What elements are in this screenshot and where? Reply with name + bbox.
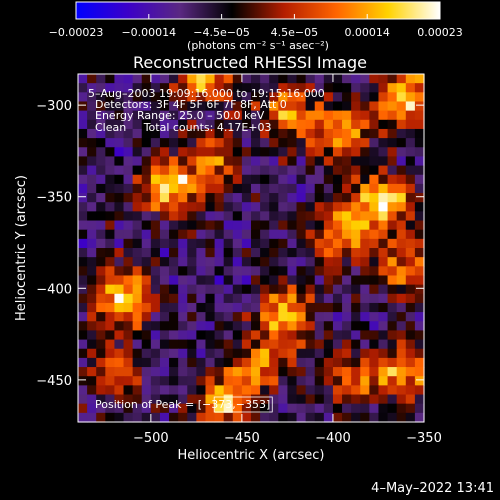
y-tick-label: −300: [36, 99, 72, 114]
chart-title: Reconstructed RHESSI Image: [133, 53, 367, 72]
peak-position-label: Position of Peak = [−373,−353]: [95, 398, 270, 411]
x-tick-label: −500: [133, 431, 169, 446]
colorbar-tick-label: −0.00014: [121, 26, 176, 39]
colorbar: [75, 1, 441, 20]
y-tick-label: −450: [36, 374, 72, 389]
x-tick-label: −450: [224, 431, 260, 446]
x-tick-label: −400: [315, 431, 351, 446]
colorbar-tick-label: 0.00014: [344, 26, 390, 39]
colorbar-tick-label: 4.5e−05: [271, 26, 318, 39]
x-axis-ticks: −500 −450 −400 −350: [133, 74, 442, 446]
y-axis-ticks: −450 −400 −350 −300: [36, 99, 424, 389]
annotation-clean-counts: Clean Total counts: 4.17E+03: [95, 121, 272, 134]
annotation-energy-range: Energy Range: 25.0 – 50.0 keV: [95, 109, 265, 122]
y-tick-label: −350: [36, 191, 72, 206]
colorbar-tick-label: −0.00023: [49, 26, 104, 39]
annotations: 5–Aug–2003 19:09:16.000 to 19:15:16.000 …: [88, 87, 325, 413]
colorbar-tick-label: −4.5e−05: [193, 26, 250, 39]
y-tick-label: −400: [36, 282, 72, 297]
peak-value-box: [213, 396, 273, 413]
plot-frame: [77, 73, 425, 423]
x-tick-label: −350: [406, 431, 442, 446]
annotation-time-range: 5–Aug–2003 19:09:16.000 to 19:15:16.000: [88, 87, 325, 100]
annotation-detectors: Detectors: 3F 4F 5F 6F 7F 8F, Att 0: [95, 98, 287, 111]
colorbar-unit-label: (photons cm⁻² s⁻¹ asec⁻²): [187, 39, 329, 52]
heatmap-image: [78, 74, 425, 423]
colorbar-ticks: −0.00023 −0.00014 −4.5e−05 4.5e−05 0.00014 0.…: [49, 14, 463, 39]
x-axis-label: Heliocentric X (arcsec): [178, 448, 325, 463]
y-axis-label: Heliocentric Y (arcsec): [14, 175, 29, 321]
colorbar-tick-label: 0.00023: [417, 26, 463, 39]
footer-timestamp: 4–May–2022 13:41: [371, 481, 494, 496]
